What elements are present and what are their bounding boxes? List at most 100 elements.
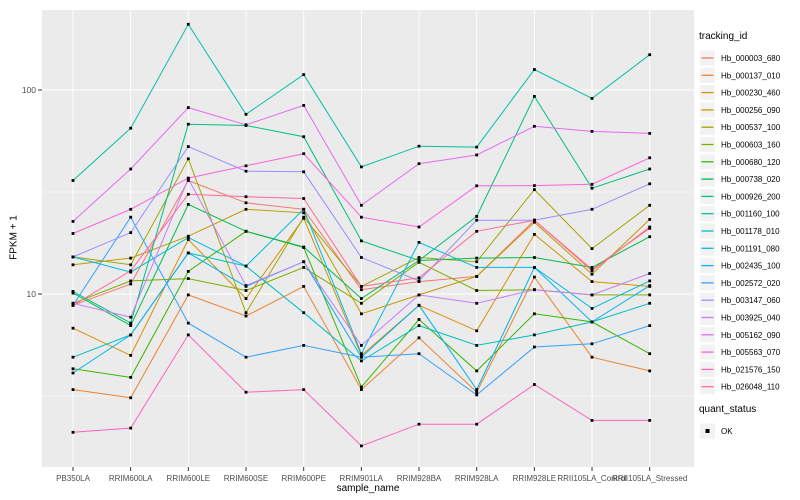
data-point [417, 336, 421, 340]
legend-label-Hb_000137_010: Hb_000137_010 [721, 71, 781, 80]
data-point [475, 218, 479, 222]
data-point [648, 225, 652, 229]
x-axis-title: sample_name [336, 483, 400, 494]
data-point [71, 291, 75, 295]
data-point [648, 301, 652, 305]
data-point [302, 215, 306, 219]
data-point [648, 167, 652, 171]
data-point [648, 182, 652, 186]
data-point [590, 207, 594, 211]
data-point [71, 303, 75, 307]
data-point [475, 289, 479, 292]
data-point [417, 162, 421, 166]
x-tick-label: RRIM600LA [109, 474, 153, 483]
data-point [360, 359, 363, 363]
x-tick-label: RRIM600LE [167, 474, 211, 483]
data-point [71, 430, 75, 434]
data-point [71, 232, 75, 235]
data-point [360, 203, 363, 207]
data-point [186, 333, 190, 337]
data-point [590, 419, 594, 422]
data-point [417, 318, 421, 321]
data-point [417, 422, 421, 426]
legend-label-Hb_001178_010: Hb_001178_010 [721, 227, 780, 236]
data-point [302, 245, 306, 249]
data-point [475, 393, 479, 397]
x-tick-label: RRII105LA_Stressed [612, 474, 687, 483]
data-point [71, 301, 75, 305]
data-point [417, 293, 421, 297]
legend-label-Hb_005162_090: Hb_005162_090 [721, 331, 781, 340]
data-point [590, 97, 594, 100]
legend-label-Hb_000537_100: Hb_000537_100 [721, 123, 781, 132]
data-point [71, 326, 75, 330]
data-point [533, 383, 536, 386]
legend-label-Hb_000230_460: Hb_000230_460 [721, 89, 781, 98]
data-point [533, 345, 536, 349]
data-point [302, 260, 306, 264]
data-point [186, 122, 190, 126]
data-point [648, 156, 652, 160]
data-point [71, 179, 75, 182]
legend-label-Hb_001160_100: Hb_001160_100 [721, 210, 780, 219]
plot-panel [42, 10, 694, 467]
data-point [475, 329, 479, 333]
y-axis-title: FPKM + 1 [8, 215, 20, 260]
data-point [71, 263, 75, 267]
data-point [590, 280, 594, 283]
data-point [417, 144, 421, 148]
x-tick-label: RRIM600PE [281, 474, 325, 483]
data-point [475, 266, 479, 269]
data-point [129, 256, 133, 260]
data-point [302, 266, 306, 269]
legend-label-Hb_001191_080: Hb_001191_080 [721, 244, 780, 253]
data-point [186, 238, 190, 241]
data-point [244, 311, 248, 315]
x-tick-label: RRIM928LE [513, 474, 557, 483]
data-point [533, 124, 536, 128]
data-point [590, 182, 594, 186]
data-point [648, 284, 652, 287]
data-point [360, 444, 363, 448]
legend-label-Hb_002435_100: Hb_002435_100 [721, 262, 781, 271]
data-point [590, 272, 594, 276]
data-point [475, 388, 479, 391]
data-point [129, 269, 133, 273]
data-point [71, 255, 75, 259]
data-point [648, 279, 652, 283]
data-point [71, 220, 75, 223]
y-tick-label: 10 [27, 289, 37, 299]
legend-label-Hb_005563_070: Hb_005563_070 [721, 348, 781, 357]
legend-label-Hb_000926_200: Hb_000926_200 [721, 192, 781, 201]
data-point [129, 354, 133, 357]
data-point [302, 211, 306, 215]
data-point [648, 203, 652, 207]
x-tick-label: PB350LA [56, 474, 90, 483]
data-point [244, 284, 248, 287]
data-point [417, 241, 421, 244]
data-point [302, 311, 306, 315]
data-point [360, 239, 363, 243]
data-point [533, 333, 536, 337]
data-point [648, 235, 652, 239]
data-point [648, 324, 652, 327]
data-point [129, 207, 133, 211]
data-point [129, 167, 133, 171]
data-point [244, 355, 248, 359]
data-point [186, 203, 190, 206]
data-point [533, 275, 536, 279]
data-point [129, 376, 133, 379]
data-point [533, 266, 536, 269]
data-point [590, 269, 594, 273]
data-point [360, 301, 363, 305]
data-point [129, 426, 133, 430]
data-point [533, 220, 536, 224]
data-point [244, 201, 248, 205]
data-point [186, 157, 190, 161]
data-point [302, 207, 306, 211]
legend-title-quant-status: quant_status [699, 404, 757, 415]
data-point [129, 315, 133, 319]
data-point [302, 170, 306, 174]
data-point [244, 264, 248, 268]
legend-marker-square [705, 429, 710, 433]
